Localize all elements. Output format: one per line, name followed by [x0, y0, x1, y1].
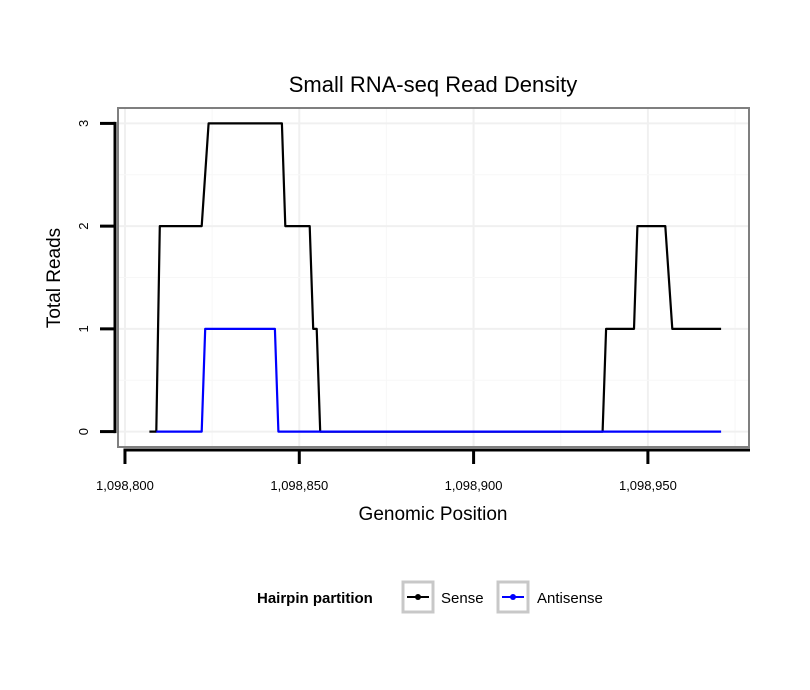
legend: Hairpin partition Sense Antisense	[257, 580, 603, 614]
series-line-antisense	[156, 327, 722, 433]
y-axis: 0 1 2 3	[76, 120, 117, 435]
legend-label-antisense: Antisense	[537, 590, 603, 607]
x-axis-title: Genomic Position	[359, 504, 508, 525]
plot-panel-border	[117, 107, 750, 448]
legend-label-sense: Sense	[441, 590, 484, 607]
y-tick-label: 3	[76, 120, 91, 127]
y-tick-label: 2	[76, 223, 91, 230]
y-tick-label: 1	[76, 325, 91, 332]
grid	[118, 108, 749, 447]
legend-key-antisense-point	[510, 594, 516, 600]
y-tick-label: 0	[76, 428, 91, 435]
x-tick-label: 1,098,900	[445, 478, 503, 493]
legend-title: Hairpin partition	[257, 590, 373, 607]
series-layer	[149, 122, 722, 433]
x-tick-label: 1,098,850	[270, 478, 328, 493]
legend-key-antisense	[496, 580, 530, 614]
y-axis-title: Total Reads	[44, 228, 65, 328]
legend-key-sense-point	[415, 594, 421, 600]
series-line-sense	[149, 122, 722, 433]
chart-title: Small RNA-seq Read Density	[289, 72, 578, 97]
x-tick-label: 1,098,800	[96, 478, 154, 493]
x-axis: 1,098,800 1,098,850 1,098,900 1,098,950	[96, 448, 750, 493]
x-tick-label: 1,098,950	[619, 478, 677, 493]
